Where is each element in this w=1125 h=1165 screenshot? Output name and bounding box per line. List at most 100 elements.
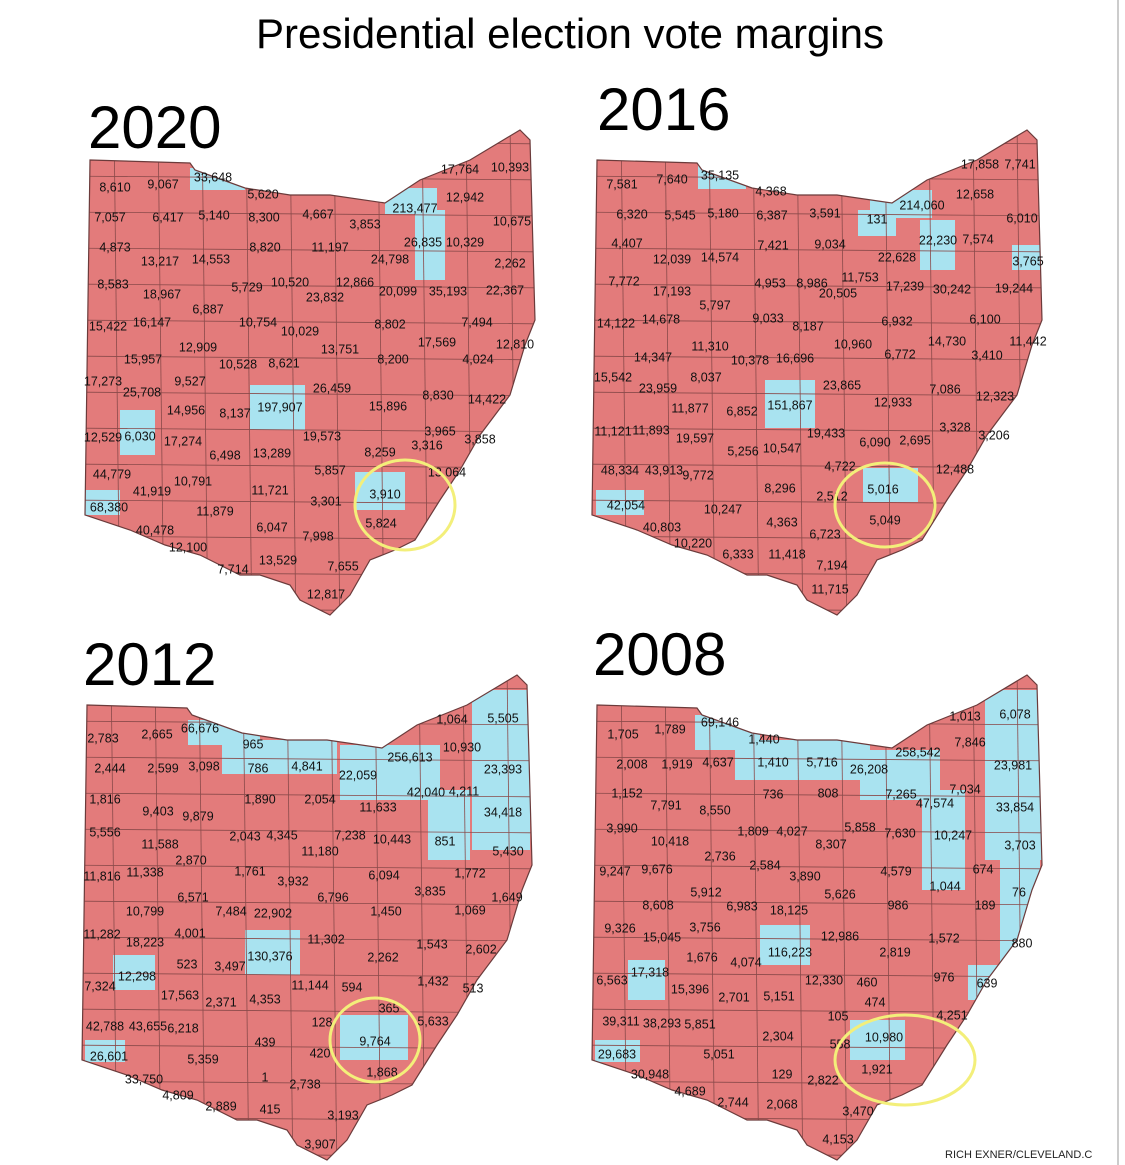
- margin-label: 105: [828, 1009, 849, 1023]
- margin-label: 9,772: [682, 468, 713, 482]
- margin-label: 7,484: [215, 904, 246, 918]
- margin-label: 3,907: [304, 1137, 335, 1151]
- margin-label: 10,754: [239, 315, 277, 329]
- margin-label: 2,304: [762, 1029, 793, 1043]
- margin-label: 3,410: [971, 348, 1002, 362]
- margin-label: 22,367: [486, 283, 524, 297]
- margin-label: 26,208: [850, 762, 888, 776]
- county-line: [82, 936, 532, 942]
- county-line: [796, 675, 804, 1160]
- ohio-map: [592, 675, 1042, 1160]
- margin-label: 2,068: [766, 1097, 797, 1111]
- margin-label: 7,581: [606, 177, 637, 191]
- margin-label: 12,658: [956, 187, 994, 201]
- county-line: [840, 675, 848, 1160]
- margin-label: 11,633: [359, 800, 396, 814]
- margin-label: 11,282: [83, 927, 120, 941]
- margin-label: 10,247: [934, 828, 972, 842]
- margin-label: 2,744: [717, 1095, 748, 1109]
- margin-label: 5,912: [690, 885, 721, 899]
- margin-label: 9,033: [752, 311, 783, 325]
- county-line: [752, 130, 760, 615]
- margin-label: 3,990: [606, 821, 637, 835]
- margin-label: 10,930: [443, 740, 481, 754]
- margin-label: 6,417: [152, 210, 183, 224]
- margin-label: 4,353: [249, 992, 280, 1006]
- margin-label: 10,980: [865, 1030, 903, 1044]
- margin-label: 1,809: [737, 824, 768, 838]
- highlight-circle: [353, 458, 457, 552]
- margin-label: 1,649: [491, 890, 522, 904]
- credit: RICH EXNER/CLEVELAND.C: [945, 1149, 1092, 1161]
- margin-label: 6,498: [209, 448, 240, 462]
- county-line: [884, 130, 892, 615]
- blue-county: [922, 790, 965, 890]
- county-line: [374, 675, 382, 1160]
- margin-label: 17,273: [84, 374, 122, 388]
- margin-label: 10,393: [491, 160, 529, 174]
- margin-label: 2,819: [879, 945, 910, 959]
- margin-label: 151,867: [767, 398, 812, 412]
- margin-label: 5,858: [844, 820, 875, 834]
- county-line: [82, 792, 532, 798]
- margin-label: 12,298: [118, 969, 156, 983]
- margin-label: 8,621: [268, 356, 299, 370]
- margin-label: 8,802: [374, 317, 405, 331]
- margin-label: 2,262: [494, 256, 525, 270]
- county-line: [708, 130, 716, 615]
- margin-label: 12,488: [936, 462, 974, 476]
- county-line: [289, 130, 297, 615]
- margin-label: 2,701: [718, 990, 749, 1004]
- margin-label: 5,049: [869, 513, 900, 527]
- margin-label: 460: [857, 975, 878, 989]
- margin-label: 16,696: [776, 351, 814, 365]
- margin-label: 5,359: [187, 1052, 218, 1066]
- margin-label: 16,147: [133, 315, 171, 329]
- county-line: [333, 130, 341, 615]
- margin-label: 12,529: [84, 430, 122, 444]
- margin-label: 8,307: [815, 837, 846, 851]
- margin-label: 130,376: [247, 949, 292, 963]
- margin-label: 10,418: [651, 834, 689, 848]
- margin-label: 189: [975, 898, 996, 912]
- margin-label: 1,543: [416, 937, 447, 951]
- margin-label: 6,932: [881, 314, 912, 328]
- margin-label: 3,853: [349, 217, 380, 231]
- margin-label: 7,086: [929, 382, 960, 396]
- ohio-map: [592, 130, 1042, 615]
- margin-label: 10,247: [704, 502, 742, 516]
- margin-label: 6,571: [177, 890, 208, 904]
- margin-label: 66,676: [181, 721, 219, 735]
- margin-label: 4,251: [936, 1008, 967, 1022]
- county-line: [82, 900, 532, 906]
- margin-label: 23,959: [639, 381, 677, 395]
- margin-label: 1,761: [234, 864, 265, 878]
- margin-label: 8,296: [764, 481, 795, 495]
- margin-label: 5,256: [727, 444, 758, 458]
- margin-label: 8,583: [97, 277, 128, 291]
- margin-label: 10,443: [373, 832, 411, 846]
- margin-label: 2,736: [704, 849, 735, 863]
- margin-label: 1,676: [686, 950, 717, 964]
- margin-label: 8,986: [796, 276, 827, 290]
- county-line: [85, 355, 535, 361]
- margin-label: 7,421: [757, 238, 788, 252]
- county-line: [592, 247, 1042, 253]
- margin-label: 23,865: [823, 378, 861, 392]
- blue-county: [120, 410, 155, 455]
- margin-label: 4,074: [730, 955, 761, 969]
- margin-label: 6,852: [726, 404, 757, 418]
- margin-label: 4,153: [822, 1132, 853, 1146]
- county-line: [796, 130, 804, 615]
- county-line: [592, 391, 1042, 397]
- margin-label: 4,368: [755, 184, 786, 198]
- margin-label: 5,729: [231, 280, 262, 294]
- margin-label: 15,422: [89, 319, 127, 333]
- county-line: [377, 130, 385, 615]
- margin-label: 1,410: [757, 755, 788, 769]
- margin-label: 41,919: [133, 484, 171, 498]
- margin-label: 14,956: [167, 403, 205, 417]
- county-line: [592, 427, 1042, 433]
- state-outline: [591, 129, 1043, 616]
- county-line: [82, 864, 532, 870]
